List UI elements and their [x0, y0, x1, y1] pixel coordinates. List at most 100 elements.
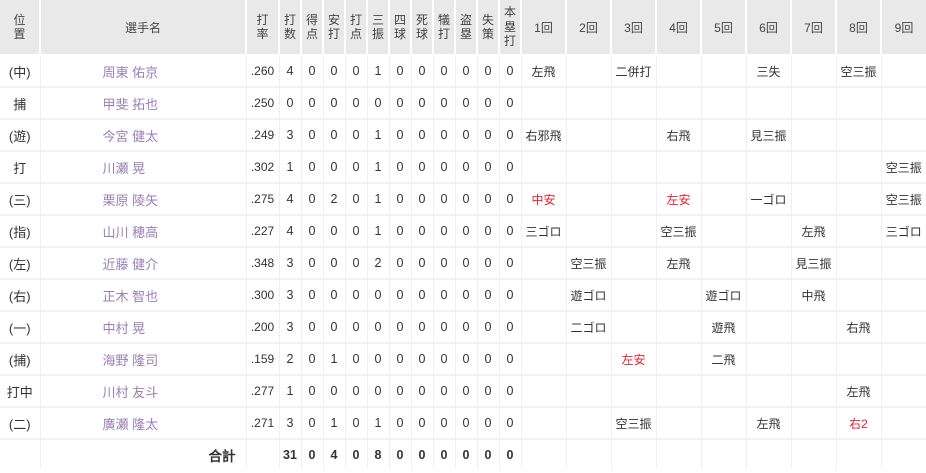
inning-result-cell [746, 375, 792, 408]
position-cell: (指) [0, 215, 41, 248]
player-name-link[interactable]: 近藤 健介 [102, 256, 159, 272]
player-name-link[interactable]: 周東 佑京 [102, 64, 159, 80]
header-stat-9-label: 失策 [482, 12, 495, 41]
stat-cell: 0 [433, 375, 456, 408]
header-stat-3-label: 打点 [350, 12, 363, 41]
stat-cell: 0 [389, 183, 412, 216]
player-row: (左) 近藤 健介 .348 3 0 0 0 2 0 0 0 0 0 0 空三振 左飛 見三振 [0, 247, 926, 280]
inning-result-cell: 左飛 [836, 375, 882, 408]
inning-result-cell [611, 311, 657, 344]
total-avg-cell [246, 439, 280, 469]
inning-result-cell [791, 151, 837, 184]
inning-result-cell [656, 279, 702, 312]
stat-cell: 0 [301, 279, 324, 312]
stat-cell: 0 [323, 247, 346, 280]
stat-cell: 0 [477, 279, 500, 312]
player-name-link[interactable]: 山川 穂高 [102, 224, 159, 240]
inning-result-cell [836, 87, 882, 120]
header-inning-4-label: 4回 [669, 20, 688, 35]
header-inning-4: 4回 [656, 0, 702, 56]
player-name-link[interactable]: 今宮 健太 [102, 128, 159, 144]
inning-result-cell [566, 375, 612, 408]
player-row: (一) 中村 晃 .200 3 0 0 0 0 0 0 0 0 0 0 二ゴロ 遊飛 右飛 [0, 311, 926, 344]
total-inning-cell [611, 439, 657, 469]
inning-result-cell [521, 87, 567, 120]
inning-result-cell [881, 119, 926, 152]
stat-cell: 0 [389, 119, 412, 152]
header-row: 位置 選手名 打率 打数 得点 安打 打点 三振 四球 死球 犠打 盗塁 失策 本塁打 1回 2回 3回 4回 5回… [0, 0, 926, 56]
stat-cell: 0 [433, 119, 456, 152]
stat-cell: 0 [433, 247, 456, 280]
inning-result-cell: 空三振 [611, 407, 657, 440]
stat-cell: 0 [477, 215, 500, 248]
inning-result-cell [566, 343, 612, 376]
player-row: (二) 廣瀬 隆太 .271 3 0 1 0 1 0 0 0 0 0 0 空三振 左飛 右2 [0, 407, 926, 440]
header-stat-2-label: 安打 [328, 12, 341, 41]
inning-result-cell: 二併打 [611, 55, 657, 88]
stat-cell: 0 [323, 119, 346, 152]
stat-cell: 0 [477, 151, 500, 184]
inning-result-cell [746, 311, 792, 344]
stat-cell: 0 [389, 375, 412, 408]
player-name-link[interactable]: 廣瀬 隆太 [102, 416, 159, 432]
position-cell: (遊) [0, 119, 41, 152]
player-name-link[interactable]: 川村 友斗 [102, 384, 159, 400]
position-cell: (右) [0, 279, 41, 312]
inning-result-cell [881, 279, 926, 312]
stat-cell: 0 [455, 311, 478, 344]
header-position: 位置 [0, 0, 41, 56]
player-name-link[interactable]: 川瀬 晃 [102, 160, 146, 176]
header-stat-0: 打数 [279, 0, 302, 56]
inning-result-cell [701, 183, 747, 216]
inning-result-cell: 空三振 [656, 215, 702, 248]
header-inning-5: 5回 [701, 0, 747, 56]
inning-result-cell [521, 311, 567, 344]
stat-cell: 0 [455, 375, 478, 408]
player-name-link[interactable]: 正木 智也 [102, 288, 159, 304]
stat-cell: 0 [411, 183, 434, 216]
total-inning-cell [701, 439, 747, 469]
batting-avg-cell: .249 [246, 119, 280, 152]
header-player-name-label: 選手名 [124, 20, 161, 35]
stat-cell: 3 [279, 247, 302, 280]
inning-result-cell [566, 215, 612, 248]
inning-result-cell: 見三振 [746, 119, 792, 152]
player-name-link[interactable]: 中村 晃 [102, 320, 146, 336]
header-stat-4: 三振 [367, 0, 390, 56]
stat-cell: 0 [499, 247, 522, 280]
player-name-cell: 近藤 健介 [40, 247, 247, 280]
header-stat-10: 本塁打 [499, 0, 522, 56]
header-inning-9: 9回 [881, 0, 926, 56]
player-name-link[interactable]: 栗原 陵矢 [102, 192, 159, 208]
inning-result-cell [791, 407, 837, 440]
inning-result-cell [701, 151, 747, 184]
stat-cell: 0 [345, 407, 368, 440]
inning-result-cell [836, 151, 882, 184]
stat-cell: 2 [279, 343, 302, 376]
player-row: 捕甲斐 拓也 .250 0 0 0 0 0 0 0 0 0 0 0 [0, 87, 926, 120]
player-name-cell: 周東 佑京 [40, 55, 247, 88]
stat-cell: 1 [323, 407, 346, 440]
player-name-link[interactable]: 甲斐 拓也 [102, 96, 159, 112]
stat-cell: 0 [455, 55, 478, 88]
stat-cell: 0 [455, 343, 478, 376]
stat-cell: 0 [411, 311, 434, 344]
header-inning-5-label: 5回 [714, 20, 733, 35]
inning-result-cell [656, 55, 702, 88]
inning-result-cell: 右2 [836, 407, 882, 440]
inning-result-cell: 遊飛 [701, 311, 747, 344]
inning-result-cell [611, 375, 657, 408]
stat-cell: 2 [367, 247, 390, 280]
stat-cell: 3 [279, 279, 302, 312]
stat-cell: 0 [323, 279, 346, 312]
stat-cell: 0 [455, 151, 478, 184]
position-cell: (捕) [0, 343, 41, 376]
player-name-link[interactable]: 海野 隆司 [102, 352, 159, 368]
header-batting-avg-label: 打率 [256, 12, 269, 41]
total-position-cell [0, 439, 41, 469]
header-inning-6: 6回 [746, 0, 792, 56]
player-name-cell: 海野 隆司 [40, 343, 247, 376]
stat-cell: 0 [499, 279, 522, 312]
stat-cell: 0 [433, 407, 456, 440]
stat-cell: 0 [477, 311, 500, 344]
